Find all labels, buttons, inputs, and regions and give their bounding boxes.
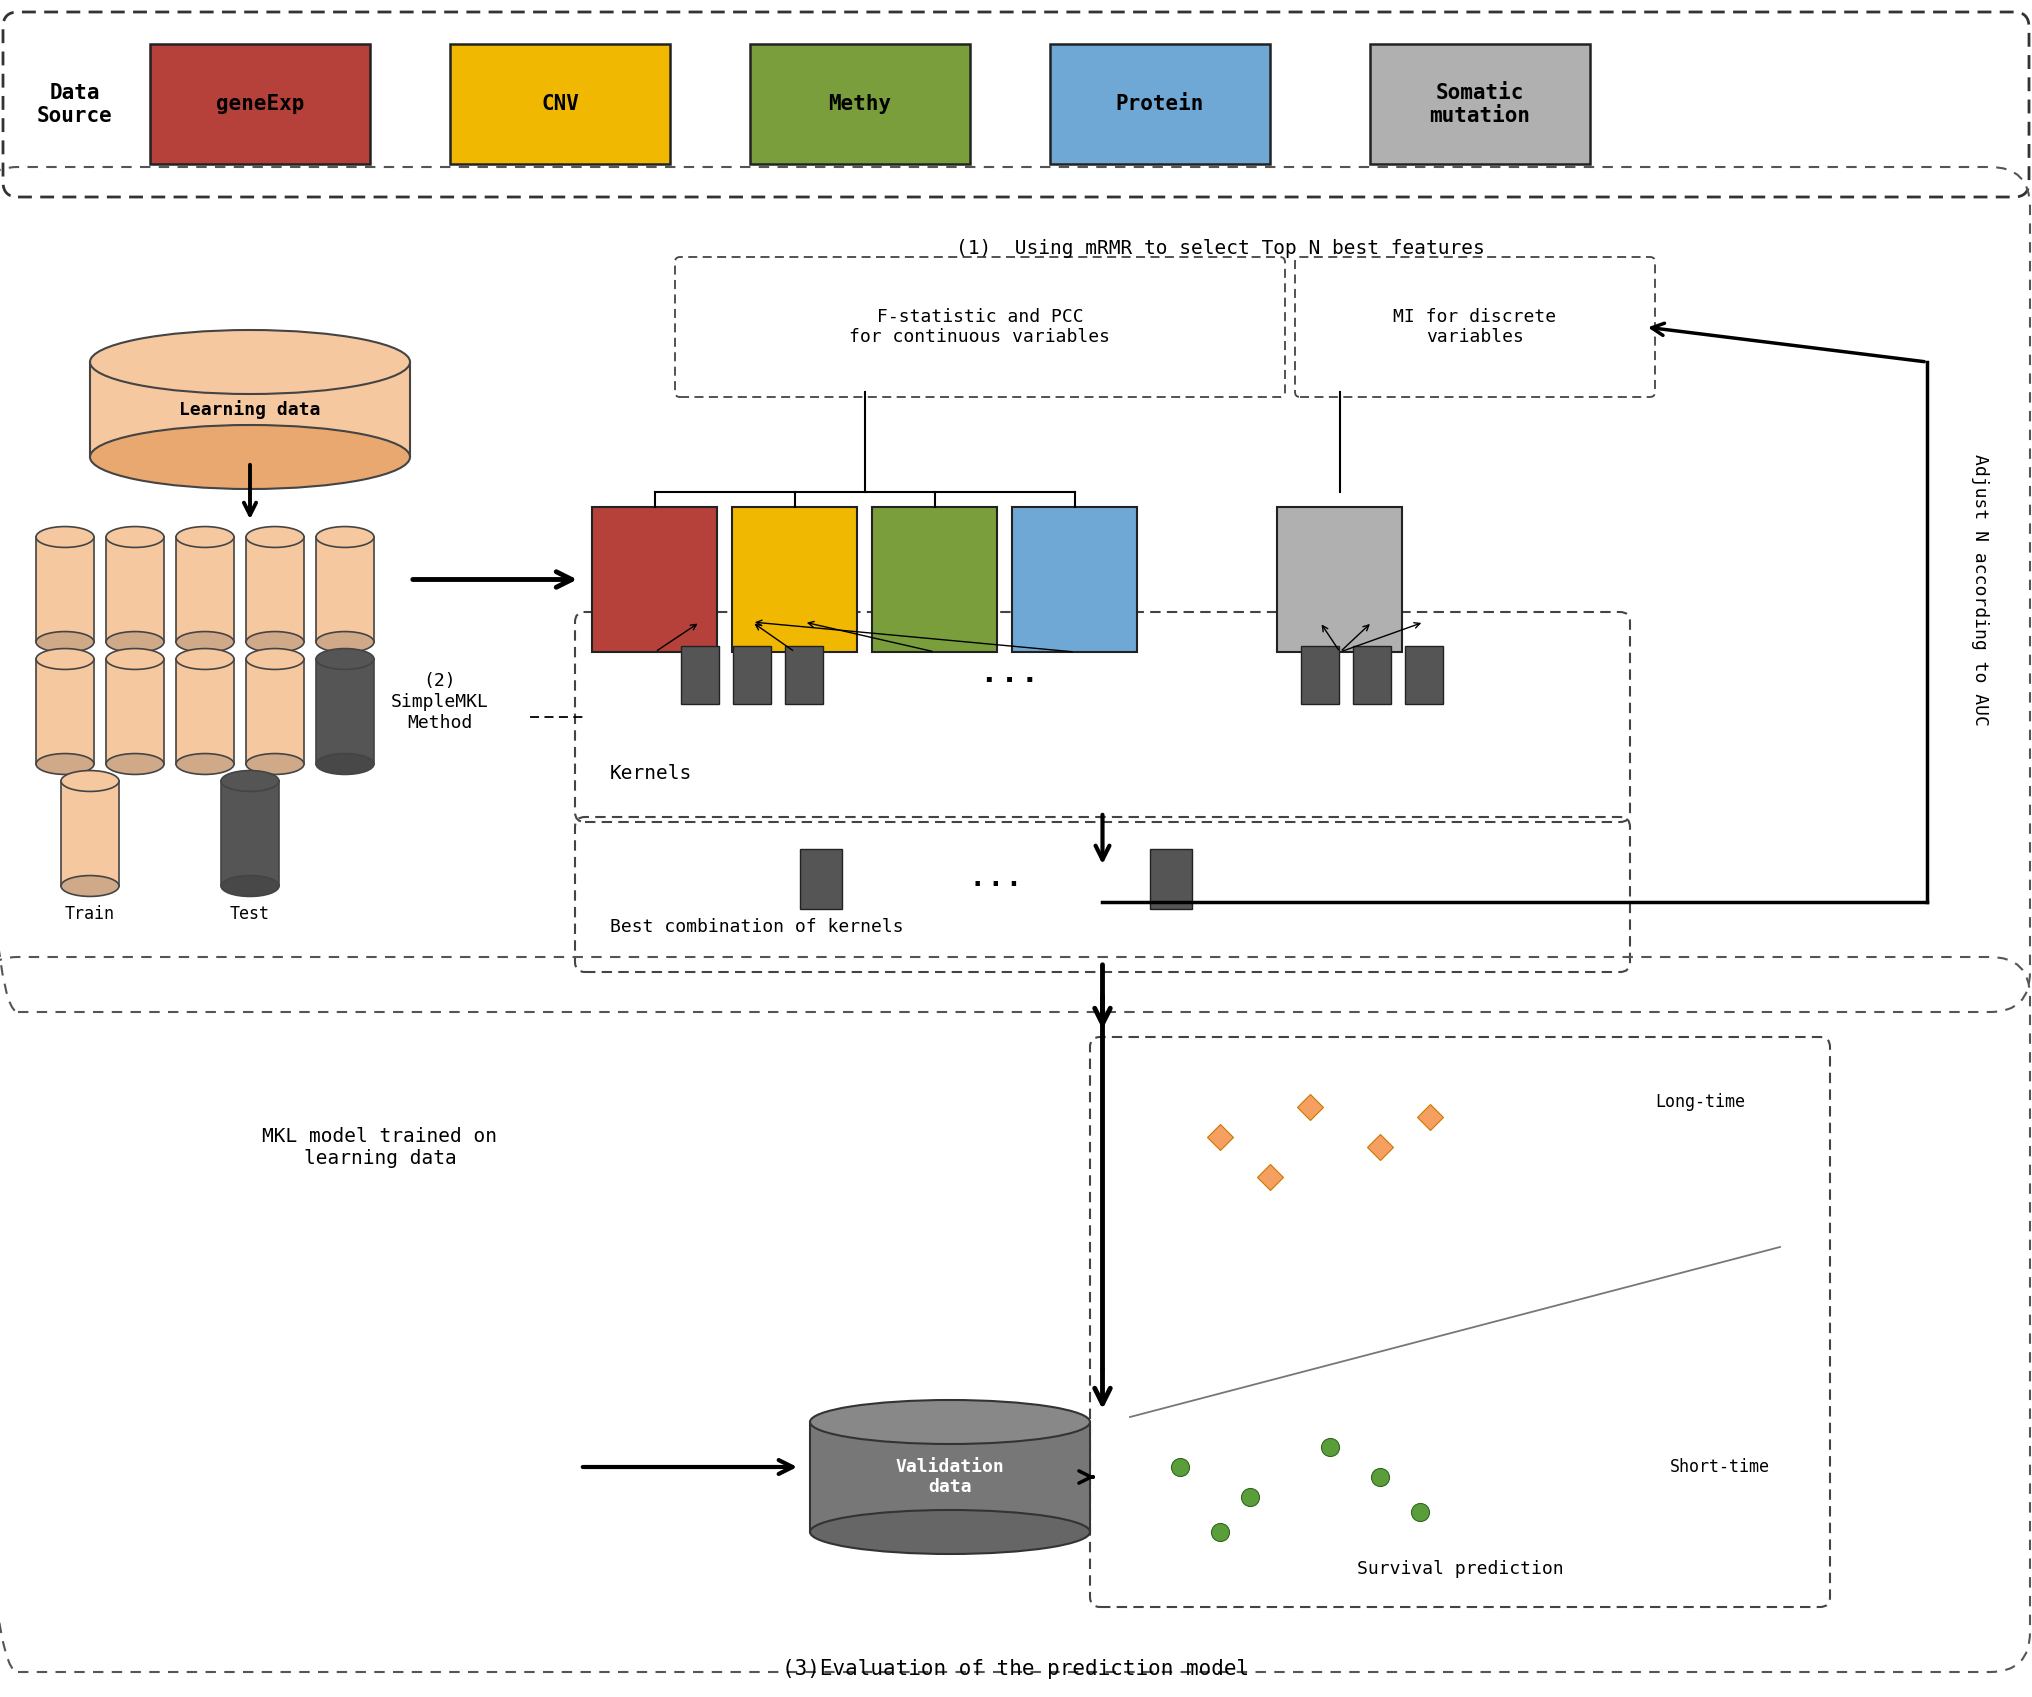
Ellipse shape	[317, 753, 374, 774]
Bar	[1051, 44, 1270, 165]
Text: (1)  Using mRMR to select Top N best features: (1) Using mRMR to select Top N best feat…	[955, 239, 1483, 258]
Ellipse shape	[61, 876, 120, 896]
Bar	[317, 658, 374, 764]
Bar	[61, 781, 120, 886]
Bar	[37, 658, 93, 764]
Bar	[681, 647, 719, 704]
Text: Methy: Methy	[829, 95, 892, 114]
Ellipse shape	[221, 770, 278, 791]
Ellipse shape	[246, 753, 305, 774]
Text: Best combination of kernels: Best combination of kernels	[610, 918, 904, 937]
Ellipse shape	[221, 876, 278, 896]
Ellipse shape	[106, 648, 165, 669]
Bar	[1370, 44, 1589, 165]
Bar	[784, 647, 823, 704]
Bar	[177, 536, 234, 641]
Text: Test: Test	[230, 905, 270, 923]
Text: (2)
SimpleMKL
Method: (2) SimpleMKL Method	[390, 672, 490, 731]
Bar	[1404, 647, 1443, 704]
Bar	[221, 781, 278, 886]
Ellipse shape	[37, 631, 93, 652]
Ellipse shape	[61, 770, 120, 791]
Ellipse shape	[37, 648, 93, 669]
Text: Survival prediction: Survival prediction	[1357, 1560, 1563, 1578]
Ellipse shape	[106, 753, 165, 774]
Bar	[449, 44, 671, 165]
Bar	[89, 361, 410, 456]
Ellipse shape	[317, 526, 374, 548]
Ellipse shape	[177, 526, 234, 548]
Bar	[1353, 647, 1392, 704]
Text: Data
Source: Data Source	[37, 83, 114, 126]
Ellipse shape	[246, 648, 305, 669]
Bar	[1150, 848, 1193, 910]
Text: Kernels: Kernels	[610, 765, 693, 784]
Bar	[872, 507, 998, 652]
Ellipse shape	[106, 631, 165, 652]
Bar	[246, 536, 305, 641]
Ellipse shape	[37, 526, 93, 548]
Text: . . .: . . .	[983, 660, 1036, 687]
Text: CNV: CNV	[541, 95, 579, 114]
Text: Long-time: Long-time	[1654, 1093, 1745, 1112]
Bar	[246, 658, 305, 764]
Text: Adjust N according to AUC: Adjust N according to AUC	[1971, 453, 1989, 725]
Text: Learning data: Learning data	[179, 400, 321, 419]
Ellipse shape	[317, 648, 374, 669]
Ellipse shape	[177, 753, 234, 774]
Bar	[811, 1422, 1089, 1532]
Ellipse shape	[317, 631, 374, 652]
Bar	[150, 44, 370, 165]
Bar	[317, 536, 374, 641]
Ellipse shape	[246, 631, 305, 652]
Ellipse shape	[811, 1400, 1089, 1444]
Text: Train: Train	[65, 905, 116, 923]
Bar	[593, 507, 717, 652]
Bar	[106, 536, 165, 641]
Text: geneExp: geneExp	[215, 95, 305, 114]
Ellipse shape	[89, 329, 410, 394]
Bar	[1012, 507, 1138, 652]
Text: MI for discrete
variables: MI for discrete variables	[1394, 307, 1557, 346]
Text: . . .: . . .	[973, 867, 1018, 891]
Text: Protein: Protein	[1116, 95, 1205, 114]
Text: Short-time: Short-time	[1670, 1458, 1770, 1476]
Bar	[106, 658, 165, 764]
Ellipse shape	[106, 526, 165, 548]
Bar	[750, 44, 969, 165]
Bar	[732, 507, 858, 652]
Text: Somatic
mutation: Somatic mutation	[1428, 83, 1530, 126]
Bar	[177, 658, 234, 764]
Ellipse shape	[177, 648, 234, 669]
Ellipse shape	[37, 753, 93, 774]
Bar	[37, 536, 93, 641]
Ellipse shape	[811, 1510, 1089, 1554]
Bar	[1278, 507, 1402, 652]
Ellipse shape	[89, 424, 410, 489]
Text: (3)Evaluation of the prediction model: (3)Evaluation of the prediction model	[782, 1660, 1250, 1678]
Bar	[734, 647, 770, 704]
Bar	[801, 848, 841, 910]
Ellipse shape	[177, 631, 234, 652]
Bar	[1300, 647, 1339, 704]
Text: F-statistic and PCC
for continuous variables: F-statistic and PCC for continuous varia…	[849, 307, 1112, 346]
Text: MKL model trained on
learning data: MKL model trained on learning data	[262, 1127, 498, 1168]
Ellipse shape	[246, 526, 305, 548]
Text: Validation
data: Validation data	[896, 1458, 1004, 1497]
